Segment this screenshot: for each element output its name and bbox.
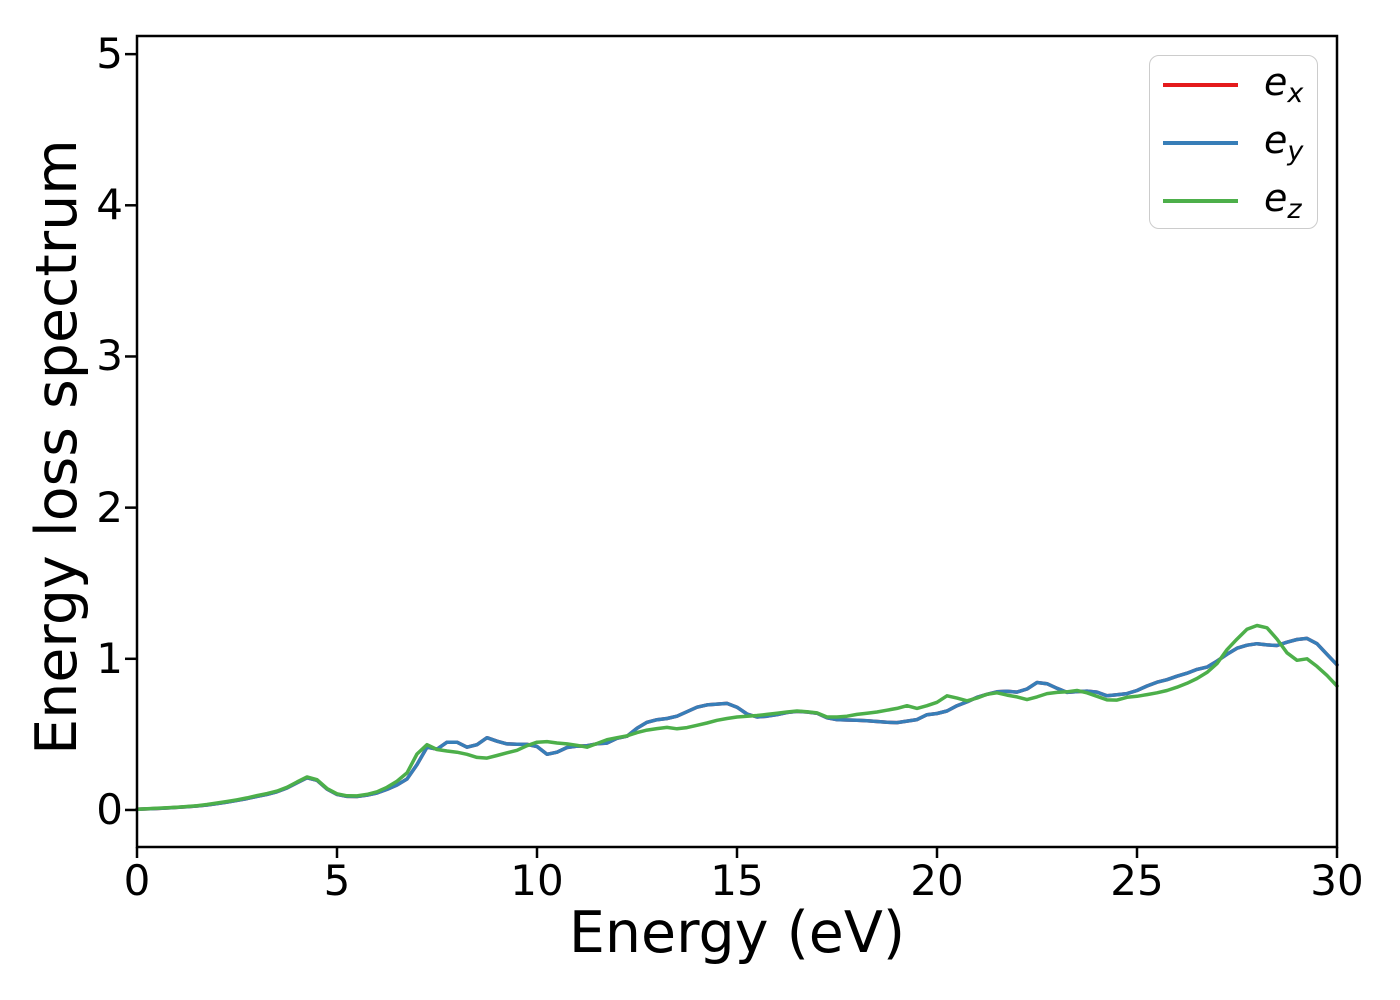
y-tick-label: 0 (96, 784, 123, 834)
y-tick-label: 3 (96, 331, 123, 381)
legend-entry-ex: ex (1150, 56, 1317, 114)
x-tick-label: 30 (1310, 856, 1364, 905)
y-tick-label: 1 (96, 633, 123, 683)
legend-label-ey-sub: y (1287, 136, 1304, 167)
curve-ez (135, 623, 1339, 811)
x-tick-label: 5 (323, 856, 351, 905)
legend-line-ez (1163, 198, 1238, 204)
x-tick-label: 20 (910, 856, 964, 905)
legend: ex ey ez (1149, 55, 1318, 229)
legend-label-ex-base: e (1264, 60, 1288, 104)
x-tick-label: 0 (123, 856, 151, 905)
y-tick-label: 4 (96, 180, 123, 230)
legend-entry-ez: ez (1150, 172, 1317, 230)
legend-line-ey (1163, 140, 1238, 146)
curve-ex (135, 636, 1339, 811)
legend-label-ez-base: e (1264, 176, 1288, 220)
curve-ey (135, 636, 1339, 811)
legend-label-ez-sub: z (1287, 194, 1302, 225)
legend-label-ex: ex (1264, 63, 1303, 107)
x-axis-label: Energy (eV) (568, 900, 906, 966)
legend-entry-ey: ey (1150, 114, 1317, 172)
legend-label-ey: ey (1264, 121, 1303, 165)
legend-label-ex-sub: x (1287, 78, 1304, 109)
x-tick-label: 10 (510, 856, 564, 905)
x-tick-label: 25 (1110, 856, 1164, 905)
y-tick-label: 5 (96, 29, 123, 79)
legend-line-ex (1163, 82, 1238, 88)
y-tick-label: 2 (96, 482, 123, 532)
legend-label-ey-base: e (1264, 118, 1288, 162)
x-tick-label: 15 (710, 856, 764, 905)
legend-label-ez: ez (1264, 179, 1302, 223)
